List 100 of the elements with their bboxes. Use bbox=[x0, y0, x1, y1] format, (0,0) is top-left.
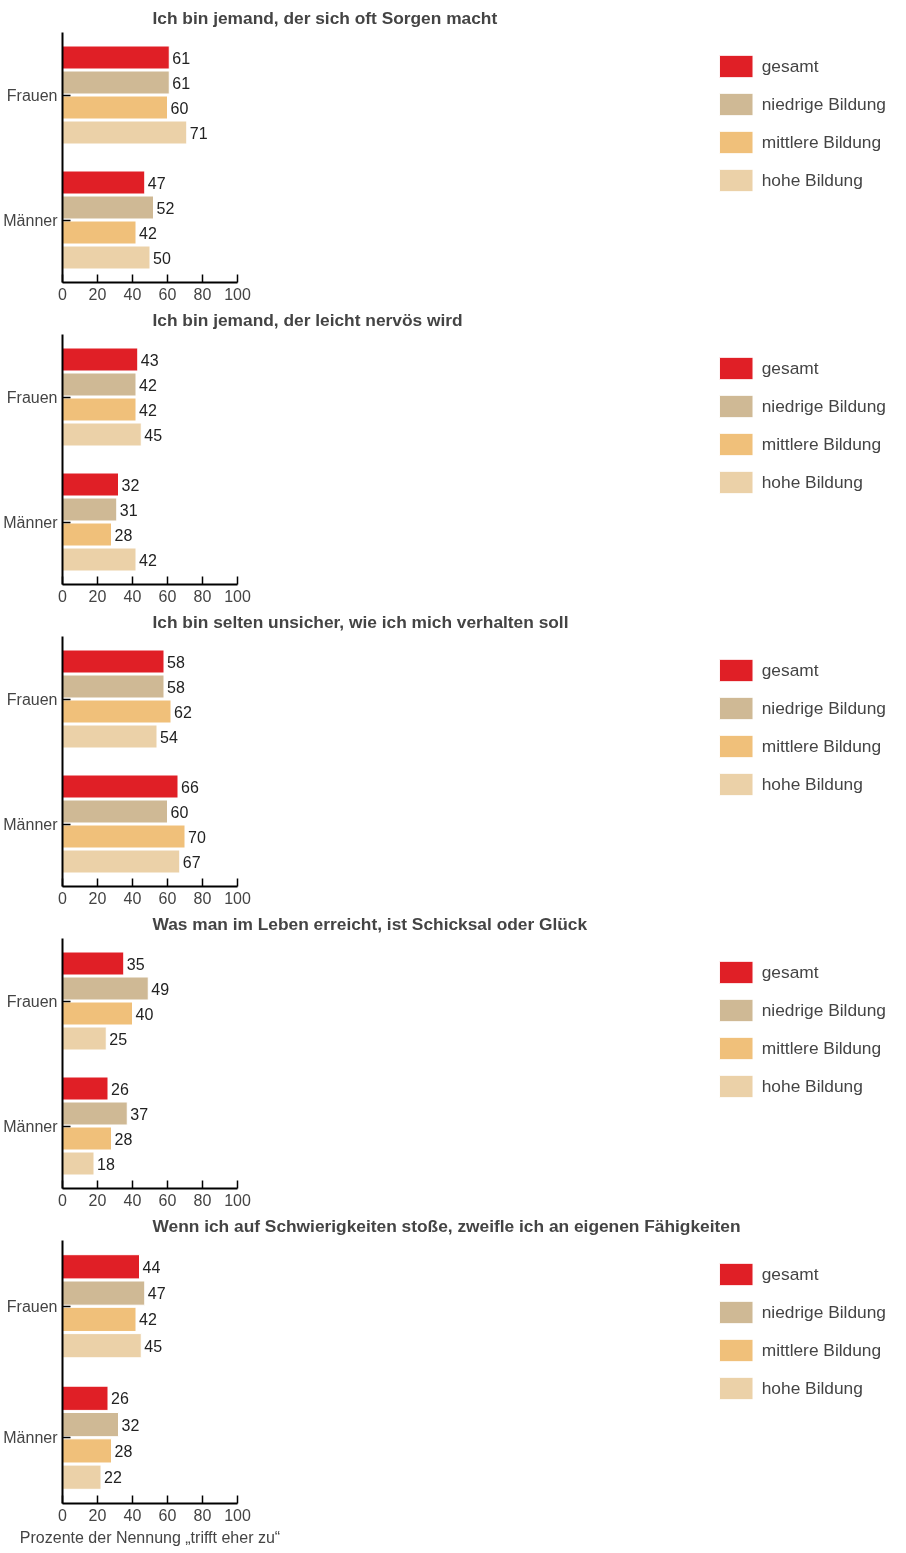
y-tick-label: Männer bbox=[3, 1117, 59, 1135]
data-label: 43 bbox=[140, 351, 159, 369]
x-axis-title: Prozente der Nennung „trifft eher zu“ bbox=[19, 1528, 281, 1546]
data-label: 54 bbox=[160, 728, 178, 746]
data-label: 25 bbox=[109, 1030, 128, 1048]
data-label: 67 bbox=[182, 853, 201, 871]
x-tick-label: 20 bbox=[88, 285, 107, 303]
legend-label: hohe Bildung bbox=[761, 169, 863, 191]
x-tick-label: 60 bbox=[158, 587, 177, 605]
x-tick-label: 80 bbox=[193, 587, 212, 605]
text: hohe Bildung bbox=[761, 471, 863, 493]
x-tick-label: 40 bbox=[123, 1191, 142, 1209]
x-tick-label: 80 bbox=[193, 889, 212, 907]
data-label: 26 bbox=[111, 1390, 129, 1408]
data-label: 47 bbox=[147, 1285, 166, 1303]
data-label: 42 bbox=[139, 224, 157, 242]
data-label: 31 bbox=[119, 501, 138, 519]
data-label: 60 bbox=[170, 803, 189, 821]
legend-label: gesamt bbox=[761, 659, 819, 681]
y-tick-label: Männer bbox=[3, 211, 59, 229]
data-label: 40 bbox=[135, 1005, 154, 1023]
data-label: 22 bbox=[104, 1469, 122, 1487]
legend-label: mittlere Bildung bbox=[761, 131, 882, 153]
x-tick-label: 0 bbox=[58, 1506, 68, 1524]
data-label: 58 bbox=[167, 678, 185, 696]
data-label: 49 bbox=[151, 980, 170, 998]
x-tick-label: 20 bbox=[88, 1506, 107, 1524]
y-tick-label: Frauen bbox=[6, 690, 58, 708]
x-tick-label: 100 bbox=[224, 587, 251, 605]
data-label: 61 bbox=[172, 74, 191, 92]
x-tick-label: 80 bbox=[193, 1191, 212, 1209]
x-tick-label: 0 bbox=[58, 285, 68, 303]
data-label: 71 bbox=[189, 124, 208, 142]
data-label: 32 bbox=[121, 1416, 140, 1434]
x-tick-label: 60 bbox=[158, 285, 177, 303]
data-label: 47 bbox=[147, 174, 166, 192]
y-tick-label: Männer bbox=[3, 815, 59, 833]
legend-label: gesamt bbox=[761, 55, 819, 77]
data-label: 58 bbox=[167, 653, 185, 671]
x-tick-label: 60 bbox=[158, 1506, 177, 1524]
data-label: 66 bbox=[181, 778, 199, 796]
x-tick-label: 40 bbox=[123, 587, 142, 605]
x-tick-label: 40 bbox=[123, 1506, 142, 1524]
data-label: 60 bbox=[170, 99, 189, 117]
x-tick-label: 80 bbox=[193, 1506, 212, 1524]
data-label: 28 bbox=[114, 1442, 133, 1460]
x-tick-label: 100 bbox=[224, 1506, 251, 1524]
x-tick-label: 0 bbox=[58, 1191, 68, 1209]
data-label: 45 bbox=[144, 426, 163, 444]
y-tick-label: Männer bbox=[3, 513, 59, 531]
y-tick-label: Frauen bbox=[6, 1297, 58, 1315]
y-tick-label: Frauen bbox=[6, 388, 58, 406]
text: gesamt bbox=[761, 357, 819, 379]
data-label: 50 bbox=[153, 249, 171, 267]
data-label: 52 bbox=[156, 199, 175, 217]
text: Wenn ich auf Schwierigkeiten stoße, zweifle ich an eigenen Fähigkeiten bbox=[152, 1215, 741, 1236]
x-tick-label: 40 bbox=[123, 889, 142, 907]
data-label: 42 bbox=[139, 1311, 157, 1329]
x-tick-label: 100 bbox=[224, 1191, 251, 1209]
legend-label: niedrige Bildung bbox=[761, 93, 886, 115]
text: mittlere Bildung bbox=[761, 433, 882, 455]
data-label: 45 bbox=[144, 1337, 163, 1355]
data-label: 44 bbox=[142, 1258, 161, 1276]
x-tick-label: 80 bbox=[193, 285, 212, 303]
data-label: 61 bbox=[172, 49, 191, 67]
data-label: 37 bbox=[130, 1105, 149, 1123]
data-label: 28 bbox=[114, 526, 133, 544]
x-tick-label: 20 bbox=[88, 889, 107, 907]
text: hohe Bildung bbox=[761, 1075, 863, 1097]
y-tick-label: Frauen bbox=[6, 86, 58, 104]
legend-label: mittlere Bildung bbox=[761, 735, 882, 757]
data-label: 42 bbox=[139, 376, 157, 394]
text: gesamt bbox=[761, 961, 819, 983]
legend-label: gesamt bbox=[761, 1263, 819, 1285]
y-tick-label: Männer bbox=[3, 1429, 59, 1447]
data-label: 28 bbox=[114, 1130, 133, 1148]
x-tick-label: 20 bbox=[88, 1191, 107, 1209]
data-label: 62 bbox=[174, 703, 192, 721]
x-tick-label: 0 bbox=[58, 889, 68, 907]
data-label: 70 bbox=[188, 828, 206, 846]
x-tick-label: 100 bbox=[224, 285, 251, 303]
text: Ich bin selten unsicher, wie ich mich verhalten soll bbox=[152, 611, 569, 632]
text: niedrige Bildung bbox=[761, 999, 886, 1021]
data-label: 26 bbox=[111, 1080, 129, 1098]
text: Was man im Leben erreicht, ist Schicksal oder Glück bbox=[152, 913, 588, 934]
text: Ich bin jemand, der leicht nervös wird bbox=[152, 309, 463, 330]
legend-label: mittlere Bildung bbox=[761, 1339, 882, 1361]
x-tick-label: 20 bbox=[88, 587, 107, 605]
x-tick-label: 0 bbox=[58, 587, 68, 605]
legend-label: niedrige Bildung bbox=[761, 697, 886, 719]
x-tick-label: 60 bbox=[158, 1191, 177, 1209]
y-tick-label: Frauen bbox=[6, 992, 58, 1010]
legend-label: niedrige Bildung bbox=[761, 1301, 886, 1323]
x-tick-label: 40 bbox=[123, 285, 142, 303]
text: niedrige Bildung bbox=[761, 395, 886, 417]
text: mittlere Bildung bbox=[761, 1037, 882, 1059]
x-tick-label: 60 bbox=[158, 889, 177, 907]
data-label: 42 bbox=[139, 551, 157, 569]
data-label: 42 bbox=[139, 401, 157, 419]
legend-label: hohe Bildung bbox=[761, 773, 863, 795]
